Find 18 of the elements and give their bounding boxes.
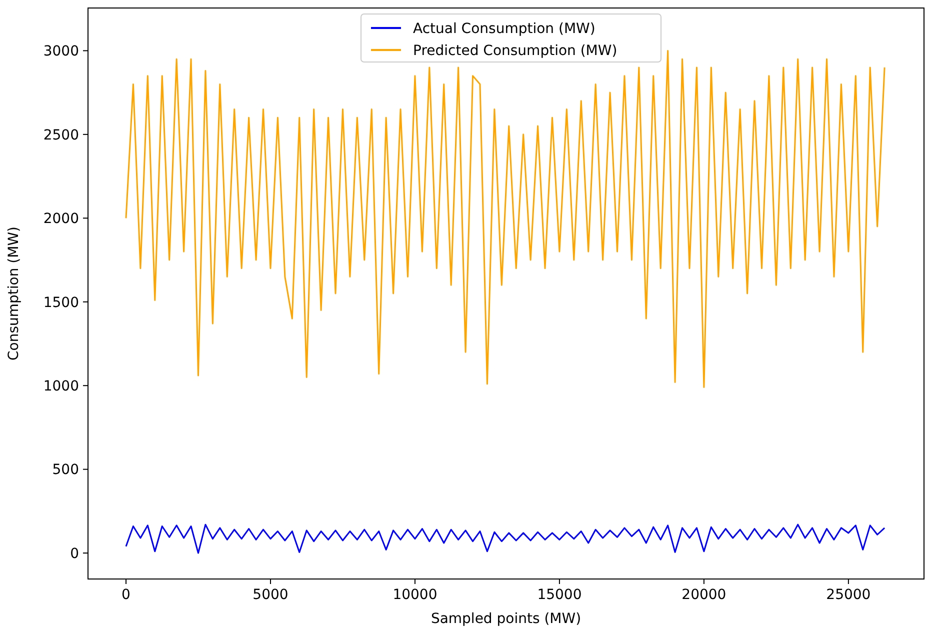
x-axis-title: Sampled points (MW) <box>430 611 582 627</box>
y-tick-label: 500 <box>52 462 79 478</box>
y-axis-title: Consumption (MW) <box>6 226 22 361</box>
legend-label: Predicted Consumption (MW) <box>413 42 618 59</box>
x-tick-label: 20000 <box>682 587 726 603</box>
y-tick-label: 2500 <box>43 127 79 144</box>
legend-label: Actual Consumption (MW) <box>413 20 596 37</box>
x-tick-label: 0 <box>122 587 130 603</box>
y-tick-label: 1000 <box>43 378 79 394</box>
x-tick-label: 25000 <box>826 587 871 603</box>
x-tick-label: 15000 <box>537 587 582 603</box>
y-tick-label: 3000 <box>43 44 79 60</box>
y-tick-label: 2000 <box>43 211 79 228</box>
y-tick-label: 1500 <box>43 294 79 311</box>
line-series <box>125 524 886 554</box>
x-tick-label: 5000 <box>252 587 288 603</box>
x-tick-label: 10000 <box>392 587 438 603</box>
y-tick-label: 0 <box>70 546 79 562</box>
